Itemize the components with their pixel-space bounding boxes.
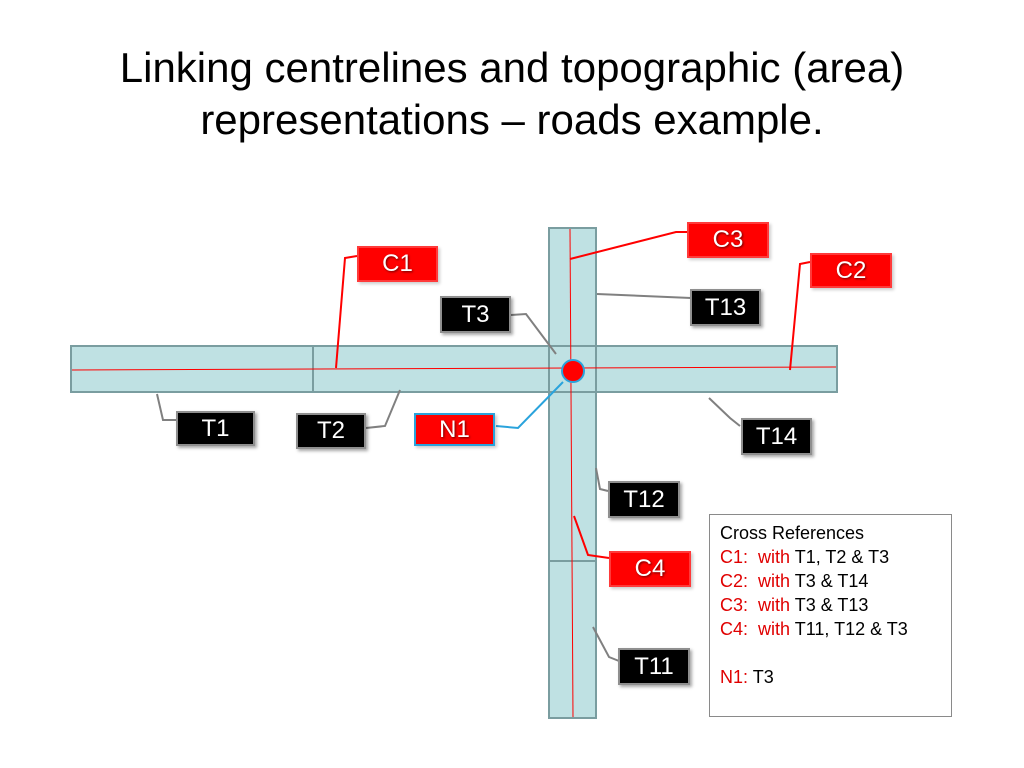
label-t1: T1 <box>176 411 255 446</box>
cross-reference-row: C3: with T3 & T13 <box>720 595 869 615</box>
leader-t13 <box>596 293 692 299</box>
label-c3: C3 <box>687 222 769 258</box>
label-t11: T11 <box>618 648 690 685</box>
centreline-horizontal[interactable] <box>71 366 837 371</box>
cross-references-panel: Cross References C1: with T1, T2 & T3 C2… <box>709 514 952 717</box>
node-n1-point[interactable] <box>561 359 585 383</box>
label-c1: C1 <box>357 246 438 282</box>
cross-reference-row: C4: with T11, T12 & T3 <box>720 619 908 639</box>
leader-t14 <box>708 397 741 427</box>
label-c4: C4 <box>609 551 691 587</box>
leader-t2 <box>365 389 401 429</box>
cross-reference-row: C1: with T1, T2 & T3 <box>720 547 890 567</box>
leader-n1 <box>495 381 564 430</box>
label-t12: T12 <box>608 481 680 518</box>
slide-title-line-1: Linking centrelines and topographic (are… <box>119 44 905 91</box>
label-t3: T3 <box>440 296 511 333</box>
cross-reference-row: C2: with T3 & T14 <box>720 571 869 591</box>
leader-c4 <box>573 515 610 559</box>
leader-c2 <box>789 261 811 371</box>
road-area-t14[interactable] <box>595 345 838 393</box>
leader-t3 <box>510 312 557 355</box>
leader-c1 <box>335 255 358 369</box>
cross-references-heading: Cross References <box>720 523 865 543</box>
road-area-t12[interactable] <box>548 391 597 562</box>
leader-t1 <box>156 393 177 421</box>
leader-t11 <box>592 626 620 662</box>
slide-title: Linking centrelines and topographic (are… <box>0 42 1024 146</box>
label-t14: T14 <box>741 418 812 455</box>
cross-reference-node-row: N1: T3 <box>720 667 774 687</box>
label-t2: T2 <box>296 413 366 449</box>
slide-title-line-2: representations – roads example. <box>200 96 824 143</box>
road-area-t13[interactable] <box>548 227 597 347</box>
leader-c3 <box>569 231 687 260</box>
label-c2: C2 <box>810 253 892 288</box>
centreline-vertical[interactable] <box>569 228 574 718</box>
leader-t12 <box>595 467 609 492</box>
label-t13: T13 <box>690 289 761 326</box>
label-n1: N1 <box>414 413 495 446</box>
